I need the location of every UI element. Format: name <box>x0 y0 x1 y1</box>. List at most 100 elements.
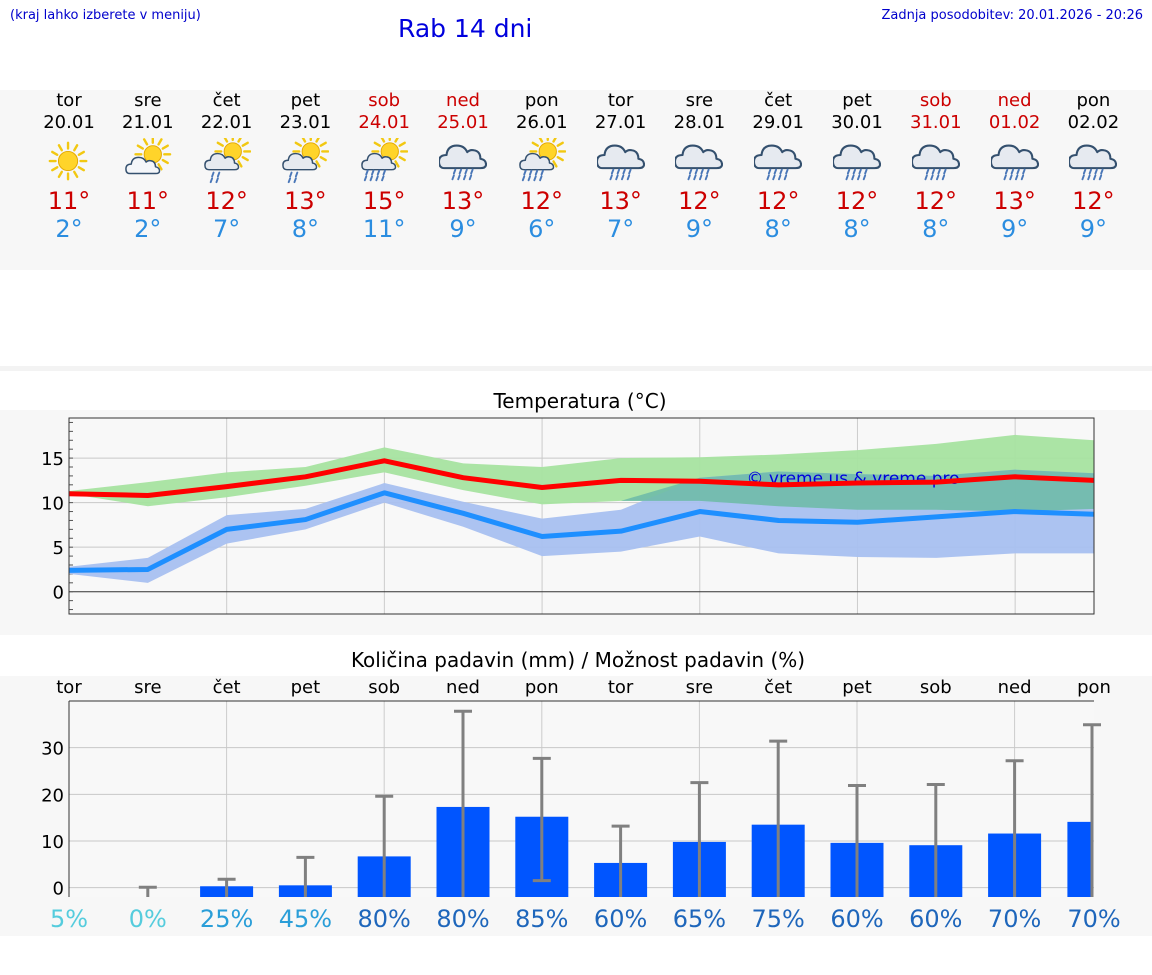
day-name: sre <box>134 90 162 111</box>
day-name: sre <box>685 90 714 111</box>
min-temperature: 2° <box>134 215 162 243</box>
temperature-chart-title: Temperatura (°C) <box>492 389 666 413</box>
cloud-rain-icon <box>439 144 487 181</box>
min-temperature: 9° <box>685 215 714 243</box>
sun-cloud-rain-icon <box>282 138 330 184</box>
day-name: ned <box>997 90 1032 111</box>
day-date: 24.01 <box>358 112 410 133</box>
forecast-day: pon 26.01 12° 6° <box>502 90 582 243</box>
day-date: 29.01 <box>752 112 804 133</box>
sun-cloud-heavy-rain-icon <box>518 138 566 182</box>
precipitation-x-tick: sre <box>686 677 713 698</box>
temperature-y-tick: 5 <box>53 538 64 559</box>
temperature-y-tick: 0 <box>53 583 64 604</box>
min-temperature: 8° <box>291 215 320 243</box>
precipitation-probability: 60% <box>909 905 962 933</box>
temperature-y-tick: 15 <box>41 449 64 470</box>
max-temperature: 11° <box>47 187 91 215</box>
day-date: 30.01 <box>831 112 883 133</box>
max-temperature: 12° <box>678 187 721 215</box>
day-name: sob <box>919 90 952 111</box>
precipitation-probability: 60% <box>830 905 883 933</box>
day-date: 23.01 <box>279 112 332 133</box>
cloud-rain-icon <box>675 144 724 181</box>
day-name: pet <box>290 90 321 111</box>
day-date: 27.01 <box>594 112 647 133</box>
min-temperature: 11° <box>362 215 406 243</box>
precipitation-x-tick: pet <box>842 677 872 698</box>
cloud-rain-icon <box>911 144 960 181</box>
location-hint[interactable]: (kraj lahko izberete v meniju) <box>10 8 201 23</box>
forecast-day: sob 31.01 12° 8° <box>896 90 976 243</box>
precipitation-probability: 70% <box>988 905 1041 933</box>
precipitation-x-tick: sre <box>134 677 161 698</box>
precipitation-chart-title: Količina padavin (mm) / Možnost padavin … <box>351 648 805 672</box>
sun-cloud-icon <box>124 138 172 175</box>
last-updated-value: 20.01.2026 - 20:26 <box>1018 8 1143 23</box>
precipitation-x-tick: tor <box>56 677 82 698</box>
min-temperature: 9° <box>1079 215 1108 243</box>
day-date: 21.01 <box>122 112 174 133</box>
day-name: tor <box>56 90 82 111</box>
precipitation-probability: 70% <box>1067 905 1120 933</box>
precipitation-x-tick: pon <box>525 677 559 698</box>
precipitation-y-tick: 30 <box>41 739 64 760</box>
day-date: 02.02 <box>1067 112 1120 133</box>
precipitation-x-tick: ned <box>998 677 1032 698</box>
day-name: čet <box>212 90 241 111</box>
day-name: ned <box>446 90 480 111</box>
min-temperature: 9° <box>449 215 477 243</box>
forecast-day: sre 28.01 12° 9° <box>659 90 739 243</box>
max-temperature: 12° <box>205 187 248 215</box>
max-temperature: 13° <box>284 187 327 215</box>
precipitation-x-tick: ned <box>446 677 480 698</box>
forecast-day: pet 30.01 12° 8° <box>817 90 897 243</box>
day-date: 26.01 <box>516 112 568 133</box>
max-temperature: 12° <box>914 187 958 215</box>
max-temperature-line <box>68 458 1095 499</box>
day-date: 25.01 <box>437 112 489 133</box>
precipitation-y-tick: 20 <box>41 785 64 806</box>
day-date: 31.01 <box>910 112 962 133</box>
forecast-day: sob 24.01 15° 11° <box>344 90 424 243</box>
day-name: pon <box>1076 90 1111 111</box>
min-temperature: 8° <box>764 215 792 243</box>
max-temperature: 15° <box>362 187 406 215</box>
precipitation-x-tick: pon <box>1077 677 1111 698</box>
precipitation-x-tick: čet <box>213 677 241 698</box>
min-temperature: 8° <box>843 215 871 243</box>
max-temperature: 13° <box>441 187 485 215</box>
cloud-rain-icon <box>990 144 1039 181</box>
cloud-rain-icon <box>1069 144 1118 181</box>
precipitation-probability: 75% <box>752 905 805 933</box>
forecast-day: ned 25.01 13° 9° <box>423 90 503 243</box>
forecast-day: čet 29.01 12° 8° <box>738 90 818 243</box>
precipitation-probability: 5% <box>50 905 88 933</box>
min-temperature: 6° <box>528 215 556 243</box>
precipitation-probability: 80% <box>358 905 411 933</box>
sun-icon <box>48 141 88 181</box>
max-temperature: 13° <box>993 187 1036 215</box>
forecast-day: tor 20.01 11° 2° <box>29 90 109 243</box>
precipitation-bar <box>1067 821 1094 897</box>
cloud-rain-icon <box>754 144 803 181</box>
precipitation-probability: 65% <box>673 905 726 933</box>
precipitation-x-tick: sob <box>368 677 400 698</box>
precipitation-probability: 25% <box>200 905 253 933</box>
day-date: 22.01 <box>200 112 253 133</box>
day-date: 01.02 <box>988 112 1041 133</box>
daily-forecast: tor 20.01 11° 2° sre 21.01 11° 2° čet 22.01 12° 7… <box>0 90 1152 270</box>
day-name: pet <box>842 90 872 111</box>
day-name: sob <box>368 90 401 111</box>
precipitation-y-tick: 10 <box>41 832 64 853</box>
page-title: Rab 14 dni <box>398 14 533 43</box>
sun-cloud-heavy-rain-icon <box>361 138 409 182</box>
last-updated-label: Zadnja posodobitev: <box>881 8 1014 23</box>
precipitation-x-tick: sob <box>920 677 952 698</box>
precipitation-probability: 0% <box>129 905 167 933</box>
last-updated: Zadnja posodobitev: 20.01.2026 - 20:26 <box>881 8 1143 23</box>
cloud-rain-icon <box>833 144 881 181</box>
precipitation-probability: 80% <box>436 905 489 933</box>
min-temperature: 7° <box>606 215 635 243</box>
